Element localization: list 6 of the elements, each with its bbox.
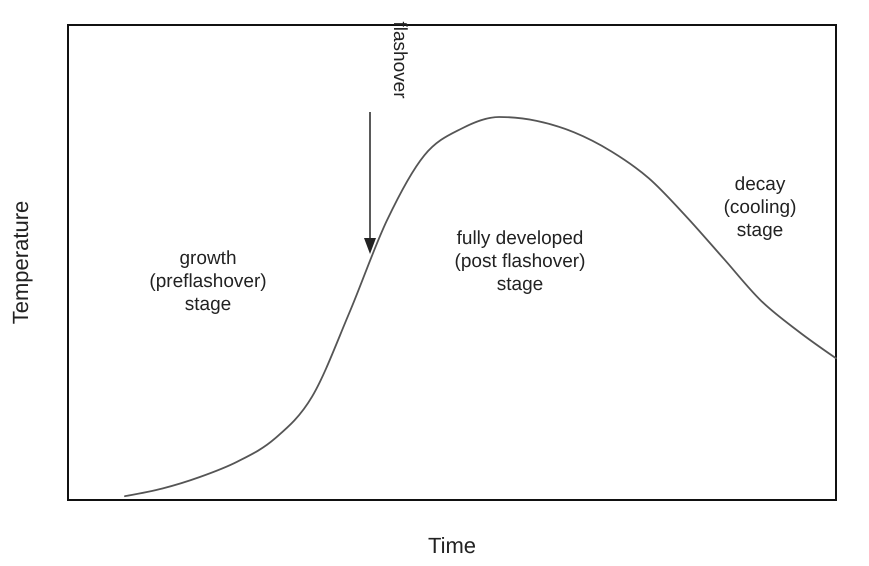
x-axis-title: Time <box>428 533 476 558</box>
text: flashover <box>389 21 410 100</box>
y-axis-title: Temperature <box>8 200 33 324</box>
annotation: decay (cooling) stage <box>724 174 796 241</box>
annotation: fully developed (post flashover) stage <box>454 228 586 295</box>
annotation: growth (preflashover) stage <box>149 248 267 315</box>
